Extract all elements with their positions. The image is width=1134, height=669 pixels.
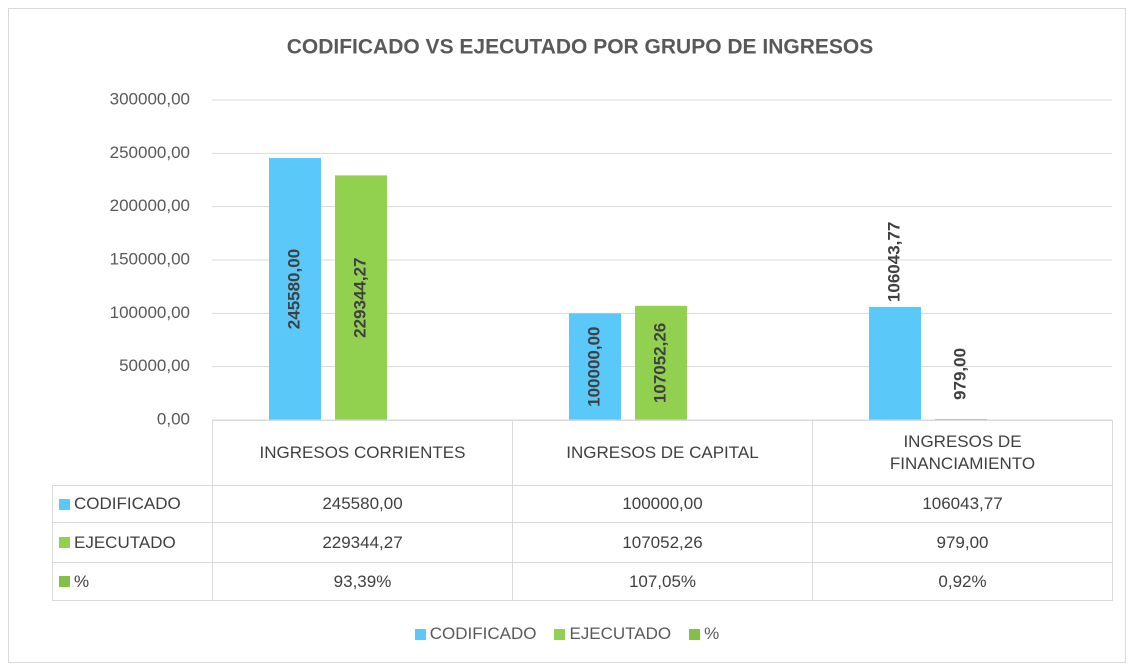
cell-text: 229344,27 bbox=[322, 532, 403, 552]
table-header-cell: INGRESOS DE CAPITAL bbox=[512, 420, 813, 486]
cell-text: 107,05% bbox=[628, 571, 697, 591]
legend-item: CODIFICADO bbox=[414, 624, 537, 644]
bar bbox=[335, 175, 387, 420]
cell-text: 979,00 bbox=[936, 532, 989, 552]
data-label: 100000,00 bbox=[584, 326, 603, 406]
y-tick-label: 150000,00 bbox=[110, 249, 190, 268]
data-label: 979,00 bbox=[950, 348, 969, 400]
y-tick-label: 0,00 bbox=[157, 409, 190, 428]
chart-border bbox=[8, 8, 1126, 663]
table-cell: 0,92% bbox=[812, 562, 1113, 601]
legend-swatch bbox=[59, 498, 70, 510]
table-row-label: EJECUTADO bbox=[52, 522, 213, 563]
bar bbox=[269, 158, 321, 420]
bar bbox=[569, 313, 621, 420]
table-cell: 100000,00 bbox=[512, 485, 813, 523]
table-cell: 106043,77 bbox=[812, 485, 1113, 523]
cell-text: 0,92% bbox=[938, 571, 987, 591]
cell-text: EJECUTADO bbox=[74, 532, 176, 552]
data-label: 229344,27 bbox=[350, 257, 369, 337]
cell-text: INGRESOS DE CAPITAL bbox=[566, 443, 759, 462]
data-label: 107052,26 bbox=[650, 323, 669, 403]
data-label: 106043,77 bbox=[884, 222, 903, 302]
legend-label: CODIFICADO bbox=[429, 624, 537, 643]
y-tick-label: 50000,00 bbox=[119, 356, 190, 375]
table-row-label: % bbox=[52, 562, 213, 601]
table-cell: 979,00 bbox=[812, 522, 1113, 563]
legend: CODIFICADO EJECUTADO% bbox=[0, 624, 1134, 644]
cell-text: 106043,77 bbox=[922, 494, 1003, 513]
bar bbox=[869, 306, 921, 420]
legend-label: EJECUTADO bbox=[569, 624, 672, 643]
legend-swatch bbox=[554, 628, 566, 640]
y-tick-label: 250000,00 bbox=[110, 143, 190, 162]
table-cell: 229344,27 bbox=[212, 522, 513, 563]
legend-swatch bbox=[59, 537, 70, 548]
cell-text: CODIFICADO bbox=[74, 494, 181, 513]
bar bbox=[635, 305, 687, 420]
legend-item: % bbox=[689, 624, 719, 644]
cell-text: 93,39% bbox=[333, 571, 392, 591]
legend-item: EJECUTADO bbox=[554, 624, 671, 644]
cell-text: INGRESOS DE FINANCIAMIENTO bbox=[889, 432, 1036, 473]
legend-swatch bbox=[689, 628, 701, 640]
y-tick-label: 200000,00 bbox=[110, 196, 190, 215]
table-row-label: CODIFICADO bbox=[52, 485, 213, 523]
legend-swatch bbox=[59, 576, 70, 587]
table-header-cell: INGRESOS DE FINANCIAMIENTO bbox=[812, 420, 1113, 486]
cell-text: INGRESOS CORRIENTES bbox=[259, 443, 466, 462]
table-cell: 107,05% bbox=[512, 562, 813, 601]
bar bbox=[935, 418, 987, 420]
table-cell: 245580,00 bbox=[212, 485, 513, 523]
y-tick-label: 100000,00 bbox=[110, 303, 190, 322]
legend-swatch bbox=[414, 628, 426, 640]
cell-text: 245580,00 bbox=[322, 494, 403, 513]
cell-text: % bbox=[74, 571, 90, 591]
cell-text: 107052,26 bbox=[622, 532, 703, 552]
table-cell: 107052,26 bbox=[512, 522, 813, 563]
chart-title: CODIFICADO VS EJECUTADO POR GRUPO DE ING… bbox=[287, 36, 874, 59]
table-cell: 93,39% bbox=[212, 562, 513, 601]
table-header-cell: INGRESOS CORRIENTES bbox=[212, 420, 513, 486]
y-tick-label: 300000,00 bbox=[110, 89, 190, 108]
legend-label: % bbox=[704, 624, 720, 643]
data-label: 245580,00 bbox=[284, 249, 303, 329]
cell-text: 100000,00 bbox=[622, 494, 703, 513]
